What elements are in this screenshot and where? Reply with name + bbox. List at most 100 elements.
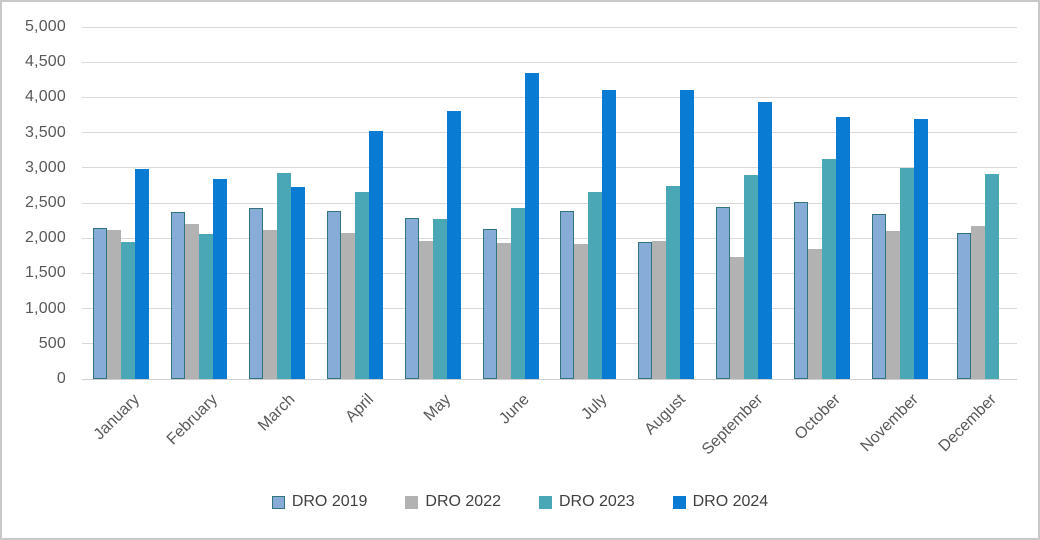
bar-group-may [394,27,472,379]
bar-group-november [861,27,939,379]
legend-swatch [271,495,285,509]
y-axis: 5,000 4,500 4,000 3,500 3,000 2,500 2,000 1,500… [2,18,66,387]
y-tick-label: 5,000 [24,18,66,35]
bar-dro-2023-april [354,191,369,379]
bar-dro-2024-june [524,73,539,379]
gridline [82,26,1017,28]
plot-area [82,26,1017,380]
bar-dro-2022-july [574,243,589,379]
x-slot: April [316,379,394,474]
bar-dro-2022-november [886,231,901,379]
legend-item-dro-2024: DRO 2024 [672,493,769,511]
bar-dro-2024-september [758,101,773,379]
gridline [82,272,1017,274]
x-slot: November [858,379,939,474]
y-tick-label: 2,500 [24,194,66,211]
bar-dro-2019-february [170,212,185,379]
bar-dro-2023-september [744,174,759,379]
bar-dro-2022-march [262,230,277,379]
x-axis: January February March April May June July Augu… [82,379,1017,474]
legend-label: DRO 2024 [692,493,769,510]
x-axis-label: June [496,391,533,428]
gridline [82,61,1017,63]
bar-dro-2023-march [276,173,291,379]
y-tick-label: 3,500 [24,123,66,141]
bar-dro-2024-july [602,89,617,379]
bar-dro-2022-june [496,243,511,379]
bar-dro-2019-september [716,207,731,379]
bar-group-september [705,27,783,379]
legend-swatch [405,495,419,509]
x-axis-label: December [935,391,1001,456]
legend-label: DRO 2023 [559,493,635,510]
gridline [82,96,1017,98]
bar-dro-2024-october [836,117,851,379]
bar-group-july [550,27,628,379]
legend-swatch [539,495,552,509]
x-axis-label: October [792,391,845,444]
y-tick-label: 1,500 [24,264,66,282]
bar-dro-2024-march [290,186,305,379]
bar-dro-2024-february [212,179,227,379]
bar-dro-2019-november [872,213,887,379]
bar-dro-2023-july [588,191,603,379]
legend-label: DRO 2019 [291,493,368,510]
bar-group-august [627,27,705,379]
x-axis-label: April [342,391,377,426]
bar-dro-2019-july [560,210,575,379]
bar-dro-2023-january [120,242,135,379]
x-slot: May [394,379,472,474]
bar-dro-2019-june [482,229,497,379]
x-slot: October [783,379,861,474]
x-slot: June [472,379,550,474]
bar-dro-2024-may [446,111,461,379]
legend-swatch [672,495,686,509]
gridline [82,167,1017,169]
bar-dro-2019-december [957,232,972,379]
x-axis-line [82,378,1017,380]
x-axis-label: May [421,391,455,425]
gridline [82,308,1017,310]
x-slot: September [699,379,783,474]
y-tick-label: 500 [38,334,66,352]
bar-dro-2019-april [326,210,341,379]
bar-dro-2022-april [340,232,355,379]
bar-dro-2019-january [92,228,107,379]
bar-dro-2023-may [432,218,447,379]
bar-dro-2019-october [794,202,809,379]
bar-group-february [160,27,238,379]
y-tick-label: 1,000 [24,299,66,317]
bar-dro-2023-october [822,158,837,379]
legend-item-dro-2023: DRO 2023 [539,493,635,511]
x-axis-label: August [641,391,689,439]
gridline [82,202,1017,204]
bar-dro-2024-april [368,131,383,379]
x-axis-label: July [578,391,611,424]
x-axis-label: September [699,391,767,459]
y-tick-label: 4,500 [24,53,66,71]
legend-item-dro-2022: DRO 2022 [405,493,501,511]
bar-dro-2022-october [808,249,823,379]
gridline [82,237,1017,239]
bar-dro-2023-august [666,186,681,379]
bar-group-december [939,27,1017,379]
bar-dro-2024-november [914,119,929,379]
y-tick-label: 4,000 [24,88,66,106]
y-tick-label: 2,000 [24,229,66,247]
bar-dro-2022-january [106,230,121,379]
bar-dro-2019-may [404,217,419,379]
gridline [82,132,1017,134]
x-slot: March [238,379,316,474]
y-tick-label: 3,000 [24,158,66,176]
legend-label: DRO 2022 [425,493,501,510]
bar-dro-2024-august [680,90,695,379]
bar-dro-2022-may [418,241,433,379]
bar-group-march [238,27,316,379]
x-axis-label: March [255,391,299,435]
bar-dro-2022-august [652,241,667,379]
bar-dro-2023-february [198,233,213,379]
gridline [82,343,1017,345]
x-slot: August [627,379,705,474]
bar-dro-2023-december [985,174,1000,379]
bar-group-june [472,27,550,379]
